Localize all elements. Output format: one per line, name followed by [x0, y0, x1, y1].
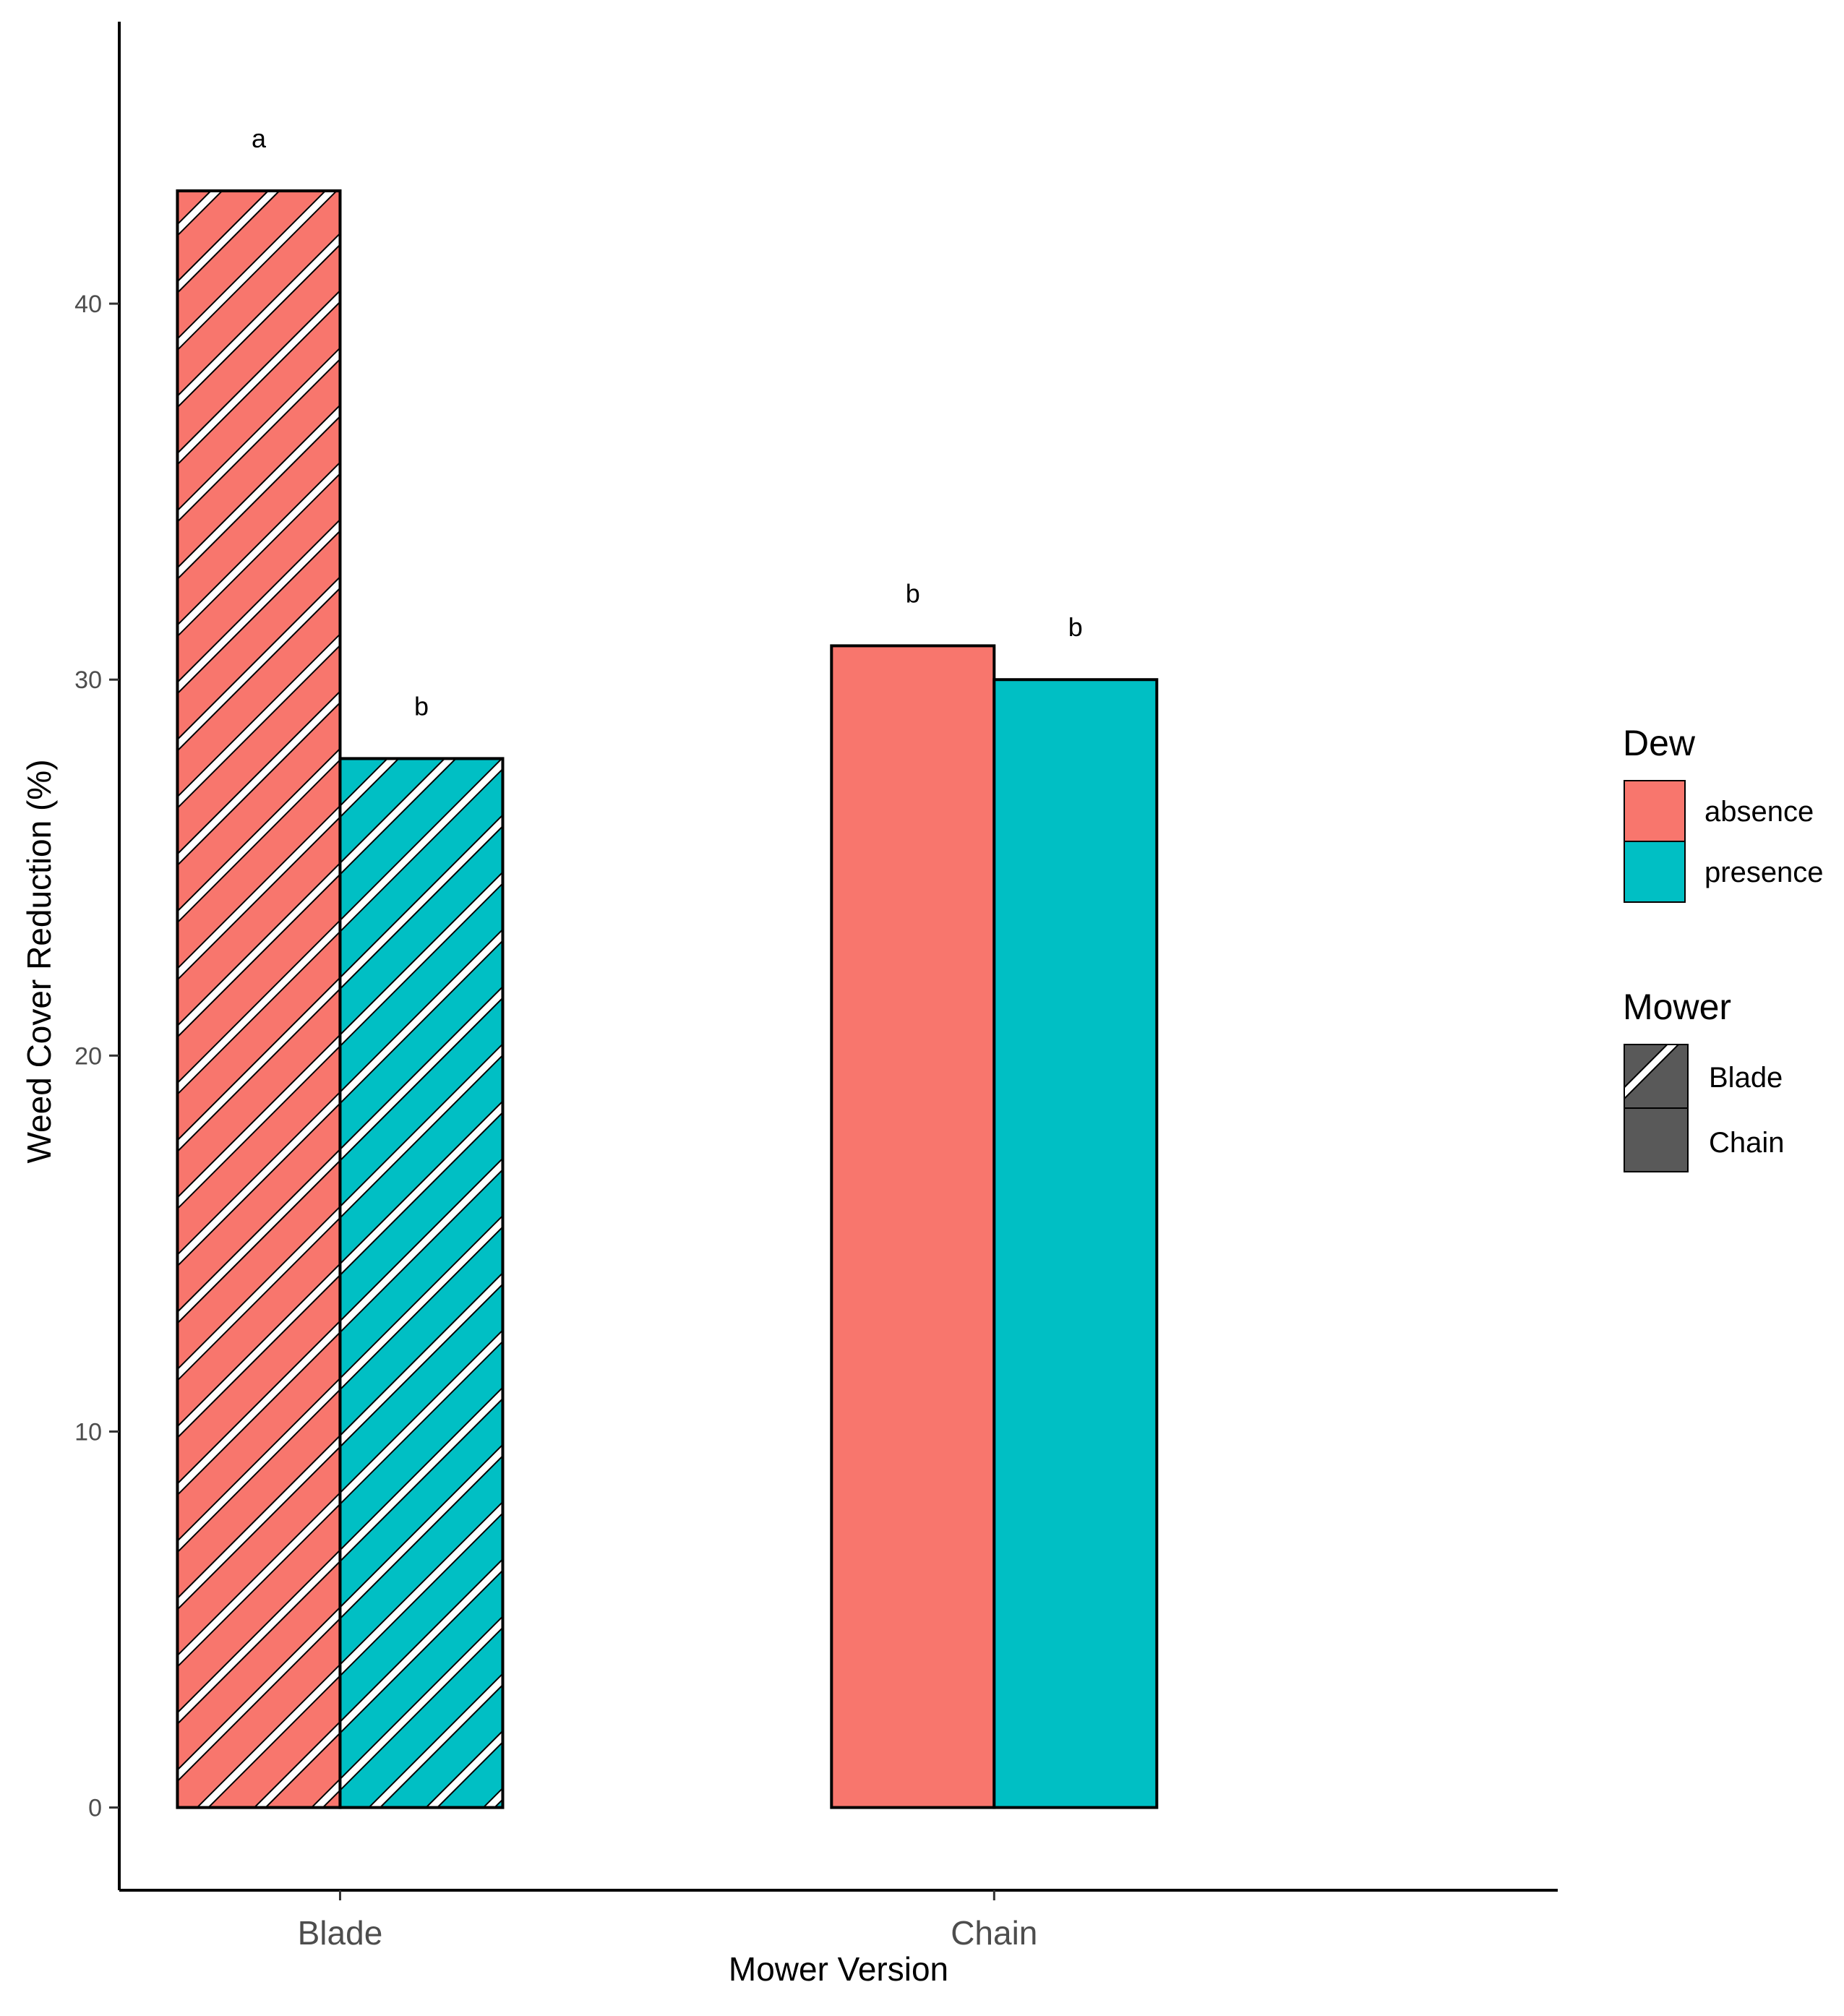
y-axis-title: Weed Cover Reduction (%): [20, 759, 58, 1163]
legend-dew: Dew absence presence: [1623, 723, 1824, 903]
y-tick-label-40: 40: [74, 291, 102, 318]
bar-chain-presence: [992, 678, 1159, 1809]
legend-label-absence: absence: [1704, 796, 1814, 828]
legend-label-chain: Chain: [1709, 1127, 1785, 1159]
legend-label-presence: presence: [1704, 857, 1824, 888]
plot-area: a b b b 0 10 20 30 40 Blade Chain: [74, 22, 1558, 1952]
x-tick-label-blade: Blade: [298, 1914, 383, 1952]
sig-label-blade-absence: a: [252, 124, 267, 153]
legend-dew-title: Dew: [1623, 723, 1696, 763]
bar-stripe-blade-absence: [176, 189, 342, 1809]
sig-label-chain-presence: b: [1068, 612, 1083, 642]
legend-mower-title: Mower: [1623, 987, 1731, 1027]
significance-labels: a b b b: [252, 124, 1083, 721]
bars-layer: [176, 189, 1159, 1809]
y-axis-ticks: 0 10 20 30 40: [74, 291, 119, 1822]
legend-key-chain: [1624, 1107, 1689, 1172]
y-tick-label-30: 30: [74, 666, 102, 694]
legend-key-absence: [1624, 780, 1686, 842]
sig-label-blade-presence: b: [414, 691, 429, 721]
legend-key-blade-stripe: [1624, 1044, 1689, 1109]
sig-label-chain-absence: b: [906, 578, 920, 608]
y-tick-label-0: 0: [88, 1795, 102, 1822]
x-axis-ticks: Blade Chain: [298, 1890, 1037, 1952]
x-axis-title: Mower Version: [729, 1950, 948, 1988]
bar-chain-absence: [830, 644, 996, 1809]
y-tick-label-20: 20: [74, 1042, 102, 1070]
x-tick-label-chain: Chain: [951, 1914, 1037, 1952]
legend-mower: Mower Blade Chain: [1623, 987, 1785, 1172]
legend-key-presence: [1624, 841, 1686, 903]
bar-stripe-blade-presence: [338, 757, 505, 1809]
legend-label-blade: Blade: [1709, 1062, 1783, 1094]
y-tick-label-10: 10: [74, 1418, 102, 1446]
